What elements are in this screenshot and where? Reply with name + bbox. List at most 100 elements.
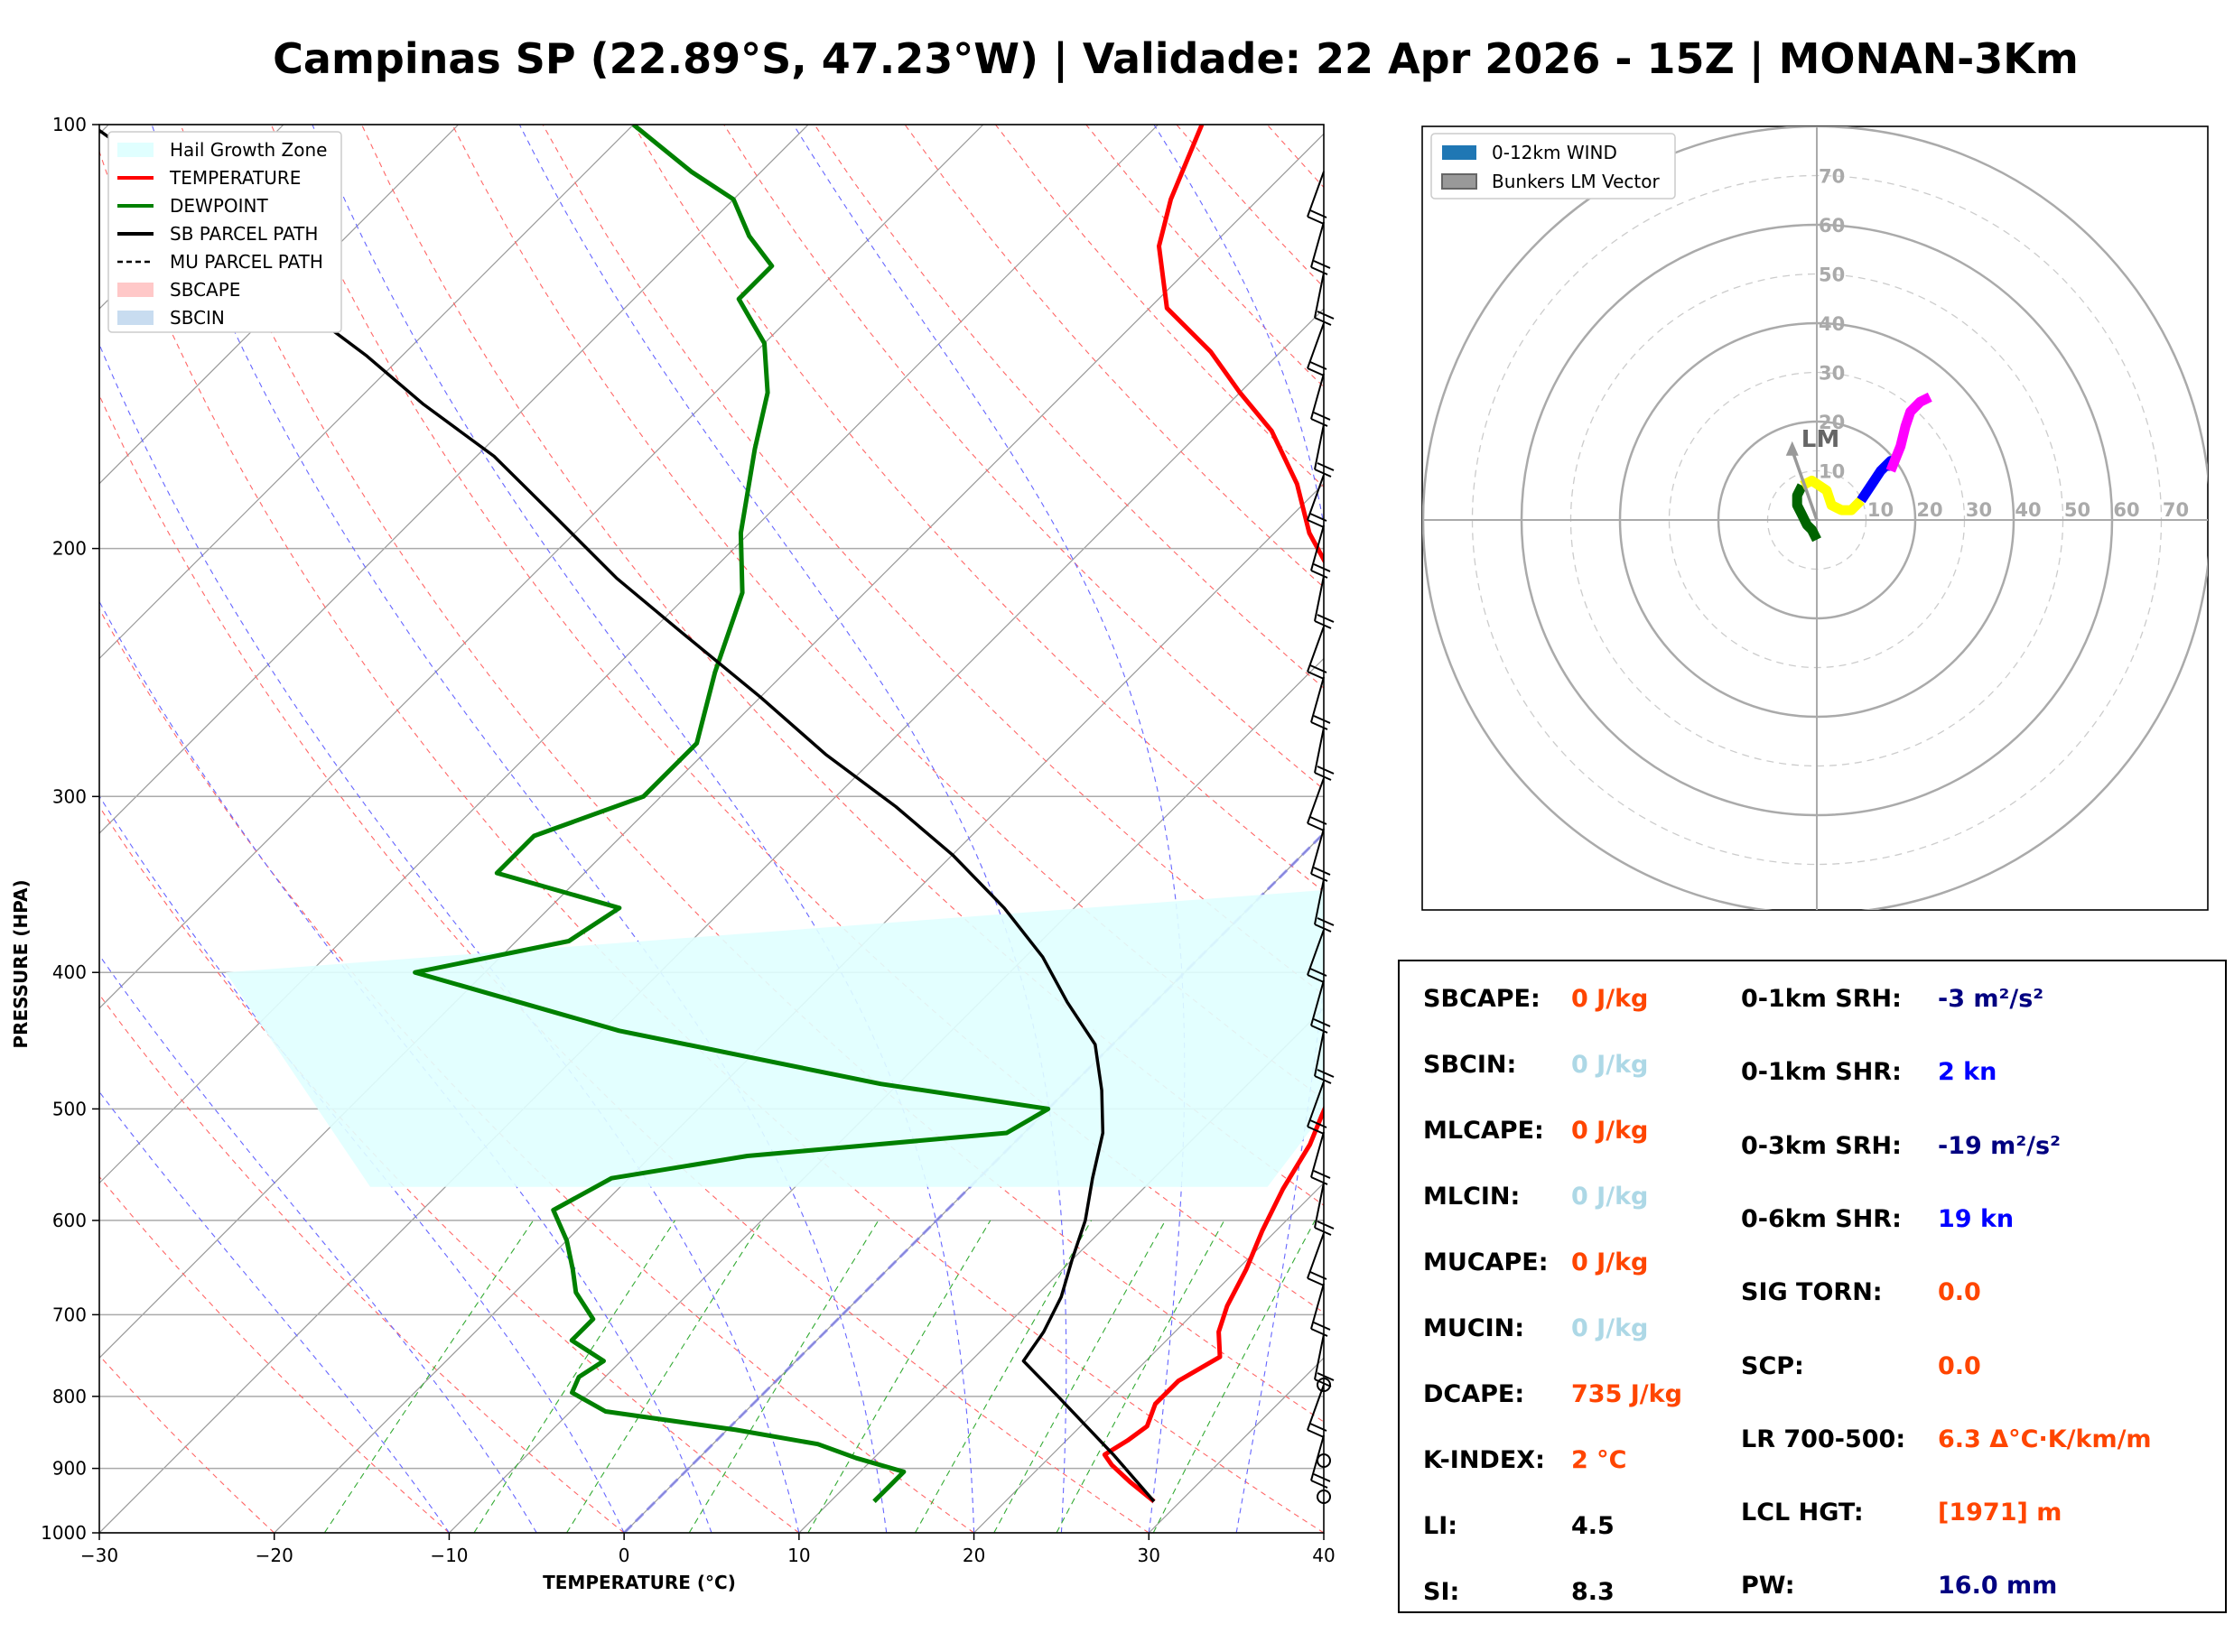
x-tick-label: −10 xyxy=(430,1545,468,1566)
y-tick-label: 400 xyxy=(52,961,87,983)
wind-barb-flag xyxy=(1313,1473,1331,1482)
isotherm xyxy=(99,308,1324,1533)
legend-label: Hail Growth Zone xyxy=(170,139,327,161)
ring-label-x: 50 xyxy=(2064,499,2090,521)
series-sb-parcel-path xyxy=(99,128,1156,1503)
wind-barb-flag xyxy=(1310,721,1328,730)
wind-barb-flag xyxy=(1314,772,1332,781)
ring-label-x: 40 xyxy=(2015,499,2041,521)
mixing-ratio-line xyxy=(993,1220,1167,1533)
y-tick-label: 300 xyxy=(52,785,87,807)
y-tick-label: 1000 xyxy=(41,1522,87,1544)
y-axis-label: PRESSURE (HPA) xyxy=(10,879,32,1048)
moist-adiabat xyxy=(151,125,888,1533)
x-tick-label: 40 xyxy=(1312,1545,1335,1566)
moist-adiabat xyxy=(793,125,1186,1533)
param-value: 8.3 xyxy=(1571,1578,1615,1606)
wind-barb xyxy=(1307,322,1325,369)
ring-label-y: 60 xyxy=(1819,215,1845,237)
moist-adiabat xyxy=(99,954,537,1533)
isotherm xyxy=(449,657,1324,1533)
param-value: 16.0 mm xyxy=(1938,1572,2058,1601)
y-tick-label: 800 xyxy=(52,1386,87,1407)
wind-barb-flag xyxy=(1317,311,1335,320)
param-label: LI: xyxy=(1423,1512,1458,1540)
hodograph-trace xyxy=(1792,483,1821,543)
wind-barb-flag xyxy=(1317,614,1335,623)
wind-barb-flag xyxy=(1310,570,1328,579)
moist-adiabat xyxy=(312,125,975,1533)
wind-barb-flag xyxy=(1309,513,1327,522)
isotherm xyxy=(99,133,1324,1360)
x-tick-label: 0 xyxy=(619,1545,630,1566)
param-label: SBCIN: xyxy=(1423,1051,1517,1079)
param-value: 2 °C xyxy=(1571,1446,1627,1474)
y-tick-label: 200 xyxy=(52,538,87,560)
wind-barb xyxy=(1310,979,1325,1026)
y-tick-label: 900 xyxy=(52,1458,87,1480)
ring-label-y: 20 xyxy=(1819,412,1845,433)
series-dewpoint xyxy=(413,125,1051,1503)
wind-barb-flag xyxy=(1307,671,1325,680)
hodograph-legend-box xyxy=(1430,133,1676,200)
param-label: 0-3km SRH: xyxy=(1741,1131,1902,1160)
ring-label-y: 30 xyxy=(1819,363,1845,385)
ring-label-y: 50 xyxy=(1819,265,1845,286)
param-value: 6.3 Δ°C·K/km/m xyxy=(1938,1425,2152,1453)
wind-barb-flag xyxy=(1310,418,1328,427)
x-tick-label: 10 xyxy=(787,1545,810,1566)
wind-barb-flag xyxy=(1307,367,1325,376)
isotherm xyxy=(973,1182,1324,1533)
wind-barb xyxy=(1307,929,1325,976)
dry-adiabat xyxy=(451,125,1324,1100)
wind-barb-flag xyxy=(1310,1480,1328,1489)
wind-barbs xyxy=(1307,171,1335,1504)
isotherm xyxy=(798,1007,1324,1533)
skewt-plot: −30 −20 −10 0 10 20 30 40 100 200 300 400 500 600 700 8… xyxy=(10,114,1336,1593)
isotherm xyxy=(99,125,809,834)
param-label: DCAPE: xyxy=(1423,1380,1525,1408)
wind-barb xyxy=(1307,474,1325,521)
y-tick-label: 500 xyxy=(52,1098,87,1119)
wind-barb-flag xyxy=(1314,620,1332,629)
x-tick-label: −30 xyxy=(80,1545,118,1566)
param-label: MUCIN: xyxy=(1423,1314,1525,1342)
legend-label: Bunkers LM Vector xyxy=(1492,171,1661,192)
x-axis-label: TEMPERATURE (°C) xyxy=(543,1572,736,1593)
wind-barb-flag xyxy=(1314,1227,1332,1236)
wind-barb xyxy=(1314,423,1325,470)
wind-barb xyxy=(1310,828,1325,875)
wind-barb-flag xyxy=(1317,917,1335,926)
mixing-ratio-line xyxy=(807,1220,991,1533)
wind-barb-flag xyxy=(1309,1271,1327,1280)
hail-growth-zone xyxy=(226,890,1324,1187)
mixing-ratio-line xyxy=(1056,1220,1225,1533)
param-label: SI: xyxy=(1423,1578,1460,1606)
series-temperature xyxy=(1102,125,1324,1504)
wind-barb xyxy=(1314,878,1325,925)
skewt-legend: Hail Growth Zone TEMPERATURE DEWPOINT SB PA… xyxy=(107,131,342,333)
calm-wind-circle xyxy=(1317,1453,1331,1468)
moist-adiabat xyxy=(99,600,712,1533)
param-label: LR 700-500: xyxy=(1741,1425,1906,1453)
wind-barb-flag xyxy=(1313,715,1331,724)
param-value: 0.0 xyxy=(1938,1278,1981,1307)
ring-label-x: 30 xyxy=(1966,499,1992,521)
wind-barb xyxy=(1307,1384,1325,1431)
moist-adiabat xyxy=(1153,125,1324,1533)
isotherm xyxy=(99,125,634,660)
wind-barb xyxy=(1314,575,1325,622)
legend-label: SBCAPE xyxy=(170,279,240,301)
param-value: -3 m²/s² xyxy=(1938,985,2044,1013)
wind-barb xyxy=(1310,1131,1325,1178)
param-label: SBCAPE: xyxy=(1423,985,1541,1013)
hodograph-area: 10 10 20 20 30 30 40 40 50 50 60 60 70 70 LM xyxy=(1422,126,2208,910)
param-value: 0.0 xyxy=(1938,1351,1981,1380)
bunkers-lm-vector xyxy=(1791,450,1819,521)
wind-barb xyxy=(1310,221,1325,268)
wind-barb-flag xyxy=(1314,923,1332,933)
dry-adiabat xyxy=(99,608,974,1533)
legend-swatch xyxy=(117,311,154,325)
wind-barb xyxy=(1310,524,1325,571)
wind-barb-flag xyxy=(1309,209,1327,218)
